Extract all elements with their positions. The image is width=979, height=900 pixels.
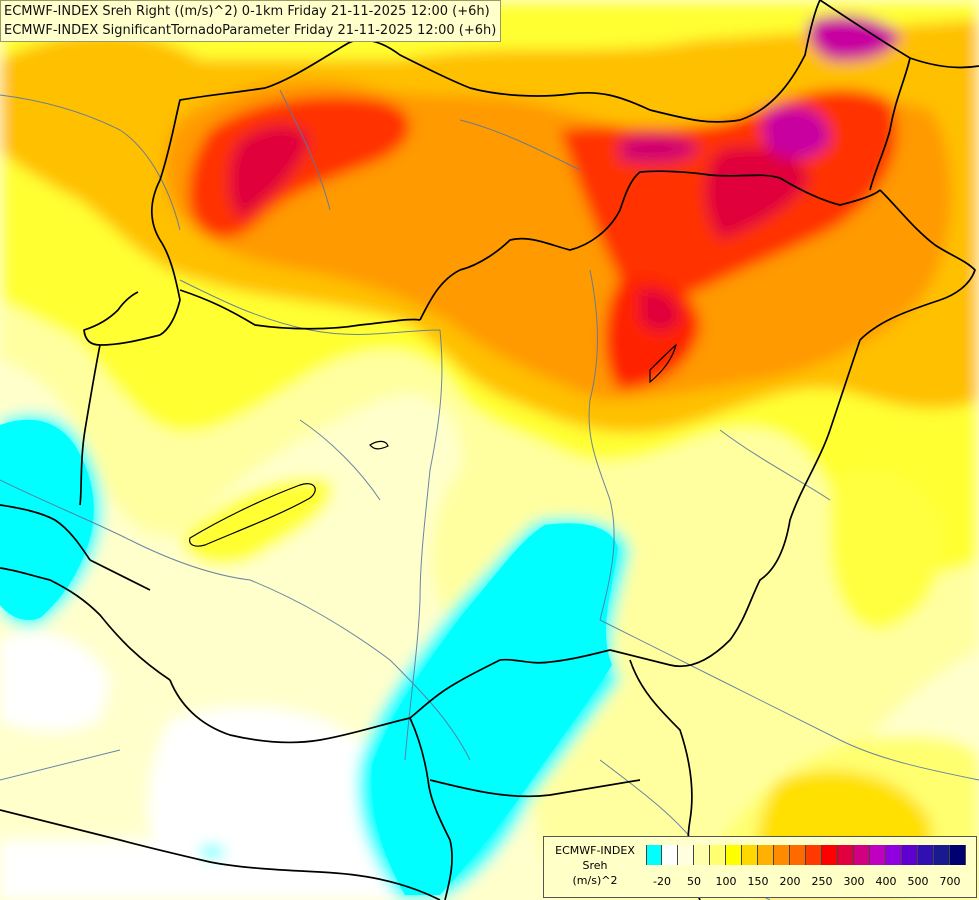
legend-swatch: [822, 845, 838, 865]
legend-tick-label: 250: [811, 875, 833, 888]
legend-swatch: [854, 845, 870, 865]
legend-swatch: [646, 845, 662, 865]
legend-swatch: [758, 845, 774, 865]
legend-swatch: [886, 845, 902, 865]
title-line-1: ECMWF-INDEX Sreh Right ((m/s)^2) 0-1km F…: [4, 4, 490, 19]
legend-swatch: [838, 845, 854, 865]
legend-swatch: [902, 845, 918, 865]
legend-title-line-1: ECMWF-INDEX: [555, 844, 635, 857]
legend-swatch: [662, 845, 678, 865]
legend-swatch: [950, 845, 966, 865]
legend-color-bar: [646, 845, 966, 865]
legend-swatch: [710, 845, 726, 865]
legend-title: ECMWF-INDEX Sreh (m/s)^2: [548, 843, 642, 888]
legend-title-line-3: (m/s)^2: [572, 874, 618, 887]
legend-swatch: [934, 845, 950, 865]
legend-swatch: [918, 845, 934, 865]
lakes: [189, 343, 678, 547]
rivers: [0, 89, 979, 900]
legend-swatch: [694, 845, 710, 865]
title-line-2: ECMWF-INDEX SignificantTornadoParameter …: [4, 23, 497, 38]
legend-swatch: [870, 845, 886, 865]
legend-swatch: [726, 845, 742, 865]
legend-tick-label: 150: [747, 875, 769, 888]
legend-tick-labels: -20 50 100 150 200 250 300 400 500 700: [646, 875, 976, 891]
legend-swatch: [678, 845, 694, 865]
legend-swatch: [774, 845, 790, 865]
legend-title-line-2: Sreh: [582, 859, 608, 872]
legend-tick-label: 700: [939, 875, 961, 888]
legend-tick-label: 200: [779, 875, 801, 888]
legend-tick-label: 300: [843, 875, 865, 888]
color-legend: ECMWF-INDEX Sreh (m/s)^2 -20 50 100 150 200 2…: [543, 836, 977, 898]
legend-tick-label: 50: [687, 875, 701, 888]
map-title-box: ECMWF-INDEX Sreh Right ((m/s)^2) 0-1km F…: [0, 0, 502, 42]
legend-tick-label: 100: [715, 875, 737, 888]
legend-swatch: [806, 845, 822, 865]
legend-tick-label: 500: [907, 875, 929, 888]
legend-tick-label: 400: [875, 875, 897, 888]
legend-swatch: [742, 845, 758, 865]
legend-swatch: [790, 845, 806, 865]
legend-tick-label: -20: [653, 875, 671, 888]
